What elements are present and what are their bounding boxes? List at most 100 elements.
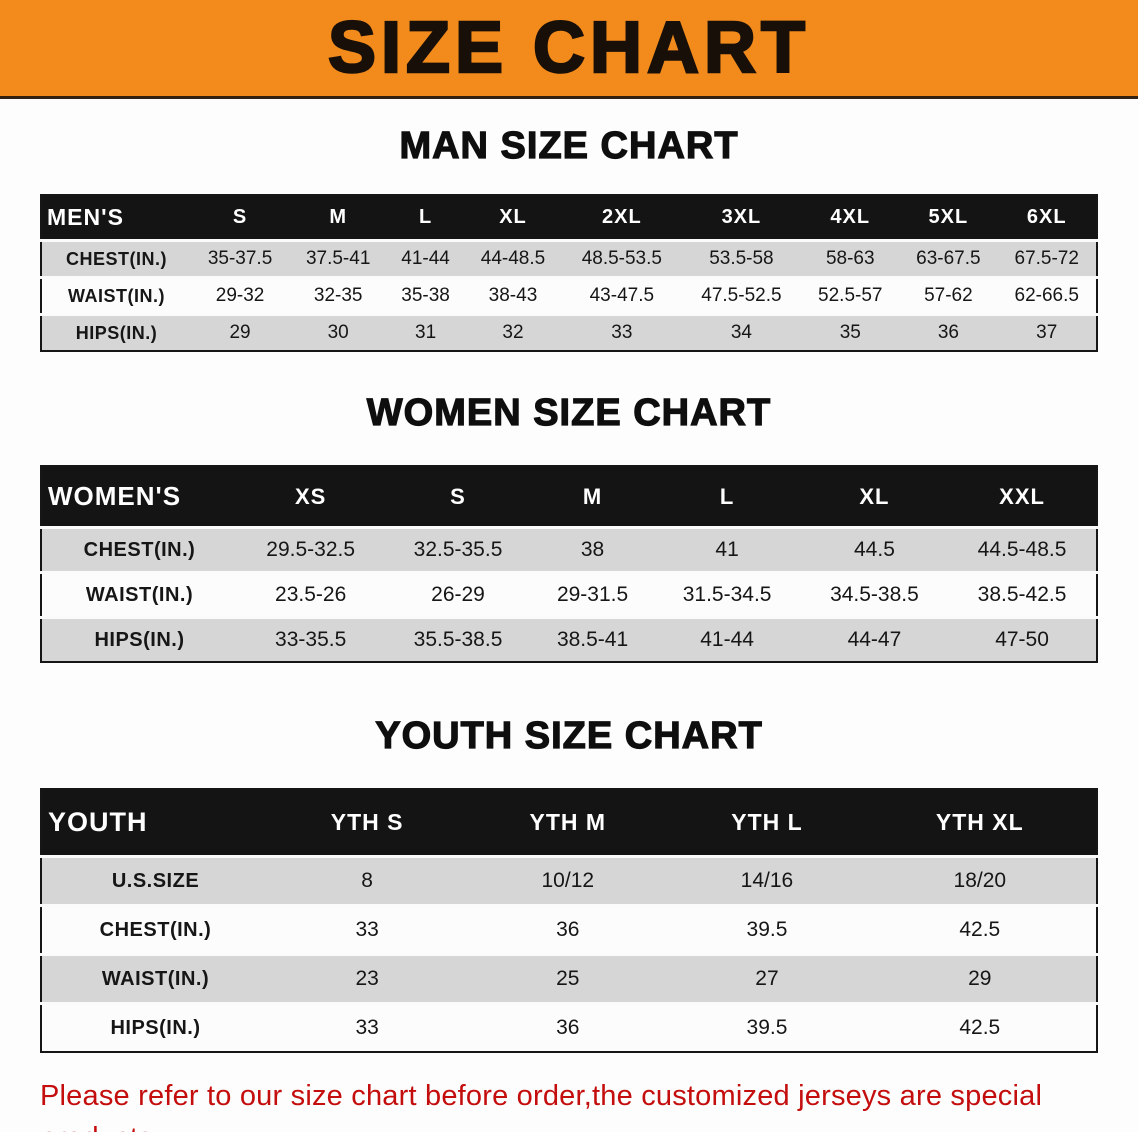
size-value: 52.5-57 xyxy=(801,276,900,315)
size-value: 38.5-41 xyxy=(531,616,654,662)
size-value: 14/16 xyxy=(670,855,864,906)
size-value: 8 xyxy=(269,855,466,906)
size-column-header: 2XL xyxy=(562,195,682,241)
size-value: 18/20 xyxy=(863,855,1097,906)
men-size-chart-section: MAN SIZE CHART MEN'S S M L XL 2XL 3XL 4XL 5XL 6XL… xyxy=(0,124,1138,352)
size-value: 23.5-26 xyxy=(237,571,385,618)
size-value: 39.5 xyxy=(670,904,864,955)
youth-size-chart-section: YOUTH SIZE CHART YOUTH YTH S YTH M YTH L YTH… xyxy=(0,714,1138,1053)
measurement-row: HIPS(IN.) 33-35.5 35.5-38.5 38.5-41 41-44 44-… xyxy=(41,616,1097,662)
size-column-header: S xyxy=(191,195,290,241)
size-column-header: YTH XL xyxy=(863,789,1097,857)
size-value: 31 xyxy=(387,313,464,351)
size-value: 41-44 xyxy=(653,616,801,662)
size-value: 32-35 xyxy=(289,276,388,315)
measurement-row: CHEST(IN.) 33 36 39.5 42.5 xyxy=(41,904,1097,955)
measurement-label: WAIST(IN.) xyxy=(41,953,269,1004)
size-value: 29-32 xyxy=(191,276,290,315)
header-row: YOUTH YTH S YTH M YTH L YTH XL xyxy=(41,789,1097,857)
disclaimer-line-1: Please refer to our size chart before or… xyxy=(40,1080,1043,1132)
size-value: 36 xyxy=(899,313,998,351)
measurement-row: CHEST(IN.) 29.5-32.5 32.5-35.5 38 41 44.5 44.5… xyxy=(41,526,1097,573)
group-label: MEN'S xyxy=(41,195,191,241)
size-column-header: YTH L xyxy=(670,789,864,857)
size-value: 35.5-38.5 xyxy=(384,616,532,662)
size-value: 53.5-58 xyxy=(681,239,802,278)
size-column-header: 6XL xyxy=(997,195,1097,241)
measurement-label: CHEST(IN.) xyxy=(41,239,191,278)
size-column-header: M xyxy=(531,466,654,528)
men-chart-heading: MAN SIZE CHART xyxy=(399,124,739,167)
size-value: 44-47 xyxy=(800,616,949,662)
size-value: 44-48.5 xyxy=(463,239,563,278)
size-column-header: YTH S xyxy=(269,789,466,857)
size-value: 44.5-48.5 xyxy=(948,526,1097,573)
women-chart-heading: WOMEN SIZE CHART xyxy=(366,391,772,434)
size-value: 38-43 xyxy=(463,276,563,315)
size-value: 57-62 xyxy=(899,276,998,315)
size-value: 32.5-35.5 xyxy=(384,526,532,573)
size-value: 62-66.5 xyxy=(997,276,1097,315)
size-column-header: S xyxy=(384,466,532,528)
size-value: 67.5-72 xyxy=(997,239,1097,278)
size-value: 48.5-53.5 xyxy=(562,239,682,278)
measurement-row: WAIST(IN.) 29-32 32-35 35-38 38-43 43-47.5 47.… xyxy=(41,276,1097,315)
size-value: 37.5-41 xyxy=(289,239,388,278)
measurement-label: HIPS(IN.) xyxy=(41,313,191,351)
youth-chart-heading: YOUTH SIZE CHART xyxy=(375,714,763,757)
size-value: 26-29 xyxy=(384,571,532,618)
size-value: 36 xyxy=(465,904,671,955)
size-value: 29-31.5 xyxy=(531,571,654,618)
header-row: WOMEN'S XS S M L XL XXL xyxy=(41,466,1097,528)
size-value: 38.5-42.5 xyxy=(948,571,1097,618)
women-size-chart-section: WOMEN SIZE CHART WOMEN'S XS S M L XL XXL CHEST(… xyxy=(0,391,1138,663)
size-value: 43-47.5 xyxy=(562,276,682,315)
measurement-row: U.S.SIZE 8 10/12 14/16 18/20 xyxy=(41,855,1097,906)
size-value: 36 xyxy=(465,1002,671,1052)
table-body: CHEST(IN.) 29.5-32.5 32.5-35.5 38 41 44.5 44.5… xyxy=(41,526,1097,662)
table-body: U.S.SIZE 8 10/12 14/16 18/20 CHEST(IN.) 33 36 39… xyxy=(41,855,1097,1052)
size-value: 33 xyxy=(269,904,466,955)
size-value: 31.5-34.5 xyxy=(653,571,801,618)
size-column-header: 5XL xyxy=(899,195,998,241)
size-value: 33 xyxy=(562,313,682,351)
size-value: 42.5 xyxy=(863,904,1097,955)
size-value: 44.5 xyxy=(800,526,949,573)
size-column-header: XS xyxy=(237,466,385,528)
size-value: 33-35.5 xyxy=(237,616,385,662)
measurement-row: WAIST(IN.) 23 25 27 29 xyxy=(41,953,1097,1004)
size-value: 29 xyxy=(191,313,290,351)
size-column-header: XL xyxy=(463,195,563,241)
table-body: CHEST(IN.) 35-37.5 37.5-41 41-44 44-48.5 48.5… xyxy=(41,239,1097,351)
table-header: WOMEN'S XS S M L XL XXL xyxy=(41,466,1097,528)
men-size-table: MEN'S S M L XL 2XL 3XL 4XL 5XL 6XL CHEST(IN.) 35-37… xyxy=(40,194,1098,352)
size-value: 47-50 xyxy=(948,616,1097,662)
measurement-row: HIPS(IN.) 29 30 31 32 33 34 35 36 37 xyxy=(41,313,1097,351)
size-value: 47.5-52.5 xyxy=(681,276,802,315)
measurement-label: U.S.SIZE xyxy=(41,855,269,906)
measurement-label: WAIST(IN.) xyxy=(41,276,191,315)
size-value: 35 xyxy=(801,313,900,351)
table-header: MEN'S S M L XL 2XL 3XL 4XL 5XL 6XL xyxy=(41,195,1097,241)
size-value: 32 xyxy=(463,313,563,351)
size-value: 29.5-32.5 xyxy=(237,526,385,573)
size-value: 10/12 xyxy=(465,855,671,906)
measurement-row: CHEST(IN.) 35-37.5 37.5-41 41-44 44-48.5 48.5… xyxy=(41,239,1097,278)
size-value: 34.5-38.5 xyxy=(800,571,949,618)
measurement-row: HIPS(IN.) 33 36 39.5 42.5 xyxy=(41,1002,1097,1052)
women-size-table: WOMEN'S XS S M L XL XXL CHEST(IN.) 29.5-32.5 32.5… xyxy=(40,465,1098,663)
size-value: 27 xyxy=(670,953,864,1004)
size-value: 38 xyxy=(531,526,654,573)
group-label: YOUTH xyxy=(41,789,269,857)
measurement-label: HIPS(IN.) xyxy=(41,1002,269,1052)
measurement-label: WAIST(IN.) xyxy=(41,571,237,618)
size-column-header: L xyxy=(387,195,464,241)
size-column-header: XXL xyxy=(948,466,1097,528)
size-column-header: M xyxy=(289,195,388,241)
size-value: 42.5 xyxy=(863,1002,1097,1052)
size-column-header: XL xyxy=(800,466,949,528)
size-value: 41 xyxy=(653,526,801,573)
banner: SIZE CHART xyxy=(0,0,1138,99)
size-column-header: YTH M xyxy=(465,789,671,857)
